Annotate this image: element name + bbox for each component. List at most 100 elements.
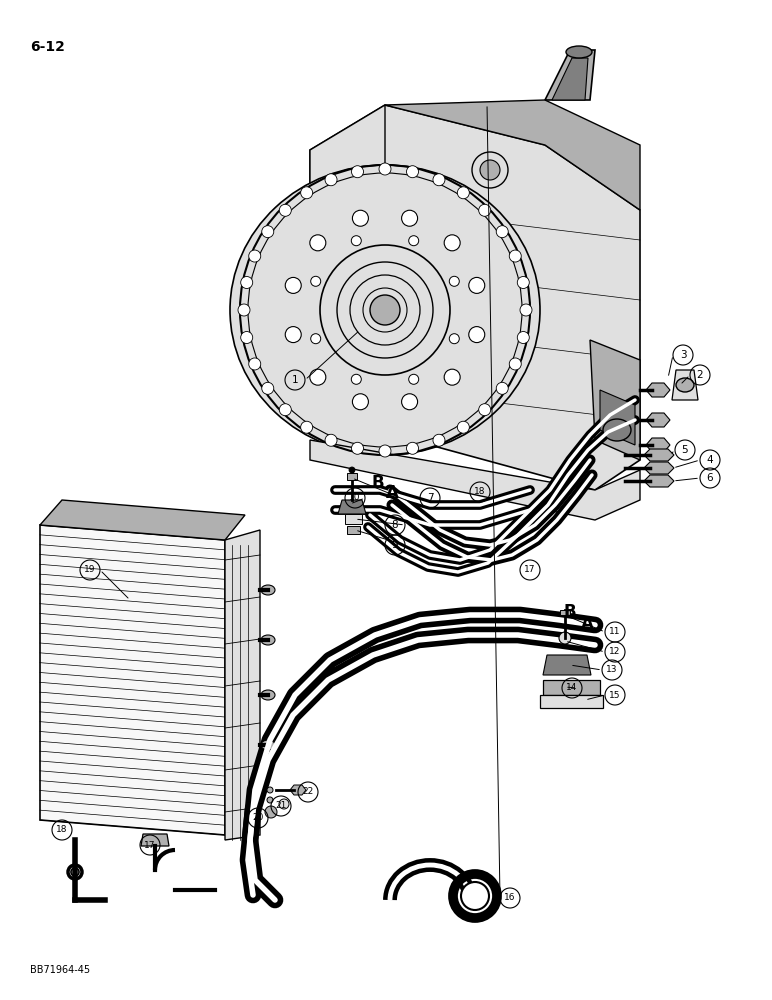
Circle shape — [408, 236, 418, 246]
Circle shape — [444, 235, 460, 251]
Ellipse shape — [559, 632, 571, 644]
Polygon shape — [40, 500, 245, 540]
Text: 20: 20 — [252, 814, 264, 822]
Circle shape — [352, 210, 368, 226]
Text: 13: 13 — [606, 666, 618, 674]
Circle shape — [241, 276, 252, 288]
Circle shape — [407, 166, 418, 178]
Text: A: A — [385, 484, 398, 502]
Circle shape — [407, 442, 418, 454]
Polygon shape — [646, 383, 670, 397]
Circle shape — [267, 787, 273, 793]
Ellipse shape — [261, 740, 275, 750]
Text: 22: 22 — [303, 788, 313, 796]
Circle shape — [469, 277, 485, 293]
Circle shape — [267, 797, 273, 803]
Circle shape — [496, 226, 508, 238]
Ellipse shape — [566, 46, 592, 58]
Circle shape — [310, 369, 326, 385]
Text: A: A — [581, 615, 594, 633]
Text: 5: 5 — [682, 445, 689, 455]
Text: 8: 8 — [391, 520, 398, 530]
Circle shape — [457, 421, 469, 433]
Circle shape — [480, 160, 500, 180]
Circle shape — [279, 799, 289, 809]
Circle shape — [351, 236, 361, 246]
Text: 3: 3 — [679, 350, 686, 360]
Polygon shape — [310, 440, 640, 520]
Circle shape — [349, 467, 355, 473]
Circle shape — [249, 250, 261, 262]
Text: 21: 21 — [276, 802, 286, 810]
Text: 16: 16 — [504, 894, 516, 902]
Ellipse shape — [261, 635, 275, 645]
Text: 12: 12 — [609, 648, 621, 656]
Polygon shape — [600, 390, 635, 445]
Polygon shape — [310, 105, 385, 280]
Polygon shape — [290, 785, 306, 795]
Circle shape — [310, 334, 320, 344]
Text: 1: 1 — [292, 375, 298, 385]
Polygon shape — [545, 50, 595, 100]
Ellipse shape — [676, 378, 694, 392]
Circle shape — [351, 442, 364, 454]
Text: 17: 17 — [144, 840, 156, 850]
Circle shape — [285, 327, 301, 343]
Text: BB71964-45: BB71964-45 — [30, 965, 90, 975]
Ellipse shape — [230, 165, 540, 455]
Circle shape — [401, 210, 418, 226]
Polygon shape — [672, 370, 698, 400]
Circle shape — [461, 882, 489, 910]
Polygon shape — [644, 475, 674, 487]
Circle shape — [249, 358, 261, 370]
Circle shape — [351, 166, 364, 178]
Text: 11: 11 — [609, 628, 621, 637]
Text: 19: 19 — [84, 566, 96, 574]
Polygon shape — [345, 514, 362, 524]
Circle shape — [469, 327, 485, 343]
Circle shape — [444, 369, 460, 385]
Circle shape — [325, 434, 337, 446]
Circle shape — [352, 394, 368, 410]
Circle shape — [472, 152, 508, 188]
Circle shape — [520, 304, 532, 316]
Polygon shape — [560, 610, 570, 615]
Circle shape — [449, 276, 459, 286]
Polygon shape — [385, 100, 640, 210]
Text: 6-12: 6-12 — [30, 40, 65, 54]
Polygon shape — [646, 413, 670, 427]
Text: 14: 14 — [567, 684, 577, 692]
Circle shape — [479, 404, 491, 416]
Polygon shape — [347, 526, 360, 534]
Circle shape — [238, 304, 250, 316]
Text: 10: 10 — [349, 493, 361, 502]
Circle shape — [325, 174, 337, 186]
Polygon shape — [646, 438, 670, 452]
Circle shape — [285, 277, 301, 293]
Ellipse shape — [603, 419, 631, 441]
Text: 7: 7 — [427, 493, 433, 503]
Text: 17: 17 — [524, 566, 536, 574]
Circle shape — [408, 374, 418, 384]
Polygon shape — [543, 680, 600, 695]
Text: 2: 2 — [696, 370, 703, 380]
Circle shape — [510, 250, 521, 262]
Polygon shape — [590, 340, 640, 460]
Circle shape — [379, 163, 391, 175]
Circle shape — [379, 445, 391, 457]
Circle shape — [517, 276, 530, 288]
Circle shape — [433, 174, 445, 186]
Circle shape — [370, 295, 400, 325]
Text: 18: 18 — [474, 488, 486, 496]
Circle shape — [479, 204, 491, 216]
Polygon shape — [644, 449, 674, 461]
Text: B: B — [371, 474, 384, 492]
Circle shape — [265, 806, 277, 818]
Polygon shape — [543, 655, 591, 675]
Circle shape — [300, 421, 313, 433]
Circle shape — [279, 204, 291, 216]
Circle shape — [433, 434, 445, 446]
Text: 18: 18 — [56, 826, 68, 834]
Ellipse shape — [261, 690, 275, 700]
Polygon shape — [347, 473, 357, 480]
